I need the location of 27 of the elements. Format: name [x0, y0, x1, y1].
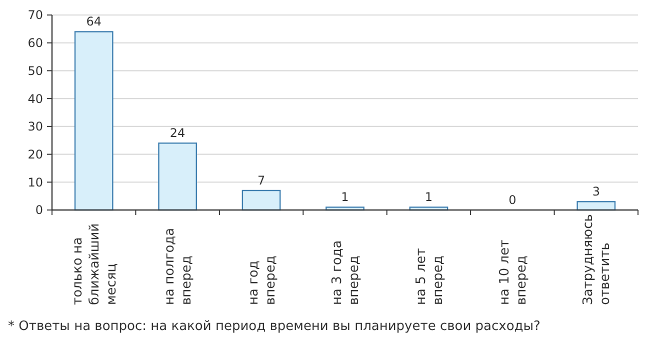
y-tick-label: 60 — [28, 36, 43, 50]
y-tick-label: 40 — [28, 92, 43, 106]
data-label: 3 — [592, 184, 600, 199]
y-tick-label: 30 — [28, 120, 43, 134]
y-tick-label: 50 — [28, 64, 43, 78]
data-label: 1 — [424, 190, 433, 204]
bar — [158, 142, 198, 211]
x-tick-label: на 3 года вперед — [330, 240, 362, 305]
y-tick-label: 0 — [35, 203, 43, 218]
y-tick-label: 70 — [28, 8, 43, 22]
x-tick-label: на 10 лет вперед — [497, 239, 530, 305]
data-label: 1 — [341, 190, 349, 204]
x-tick-label: на 5 лет вперед — [414, 248, 446, 305]
x-tick-label: только на ближайший месяц — [70, 223, 120, 305]
x-tick-label: на год вперед — [246, 256, 278, 305]
text: * Ответы на вопрос: на какой период времени вы планируете свои расходы? — [8, 319, 540, 334]
y-tick-label: 10 — [28, 175, 43, 190]
data-label: 0 — [508, 193, 516, 207]
y-tick-label: 20 — [28, 147, 43, 162]
bar — [576, 201, 616, 211]
x-tick-label: на полгода вперед — [162, 228, 195, 305]
data-label: 64 — [86, 14, 102, 29]
bar — [242, 190, 281, 211]
bar — [74, 31, 114, 211]
x-tick-label: Затрудняюсь ответить — [581, 214, 614, 305]
data-label: 24 — [170, 126, 186, 140]
data-label: 7 — [257, 174, 266, 188]
